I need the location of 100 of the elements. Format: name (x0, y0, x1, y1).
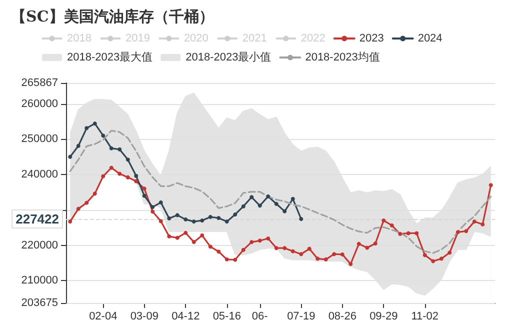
point (68, 220, 72, 224)
point (101, 134, 106, 138)
point (200, 233, 204, 238)
point (356, 242, 361, 246)
point (464, 229, 468, 234)
point (101, 174, 106, 178)
point (299, 252, 304, 256)
point (406, 231, 410, 236)
legend-label: 2023 (359, 32, 384, 44)
point (118, 147, 122, 152)
point (192, 240, 196, 244)
legend-label: 2018-2023均值 (305, 52, 380, 64)
point (241, 204, 246, 208)
point (390, 223, 394, 228)
point (208, 214, 212, 219)
x-tick-label: 05-16 (212, 310, 241, 322)
x-tick-label: 08-26 (328, 310, 356, 322)
point (158, 219, 163, 224)
point (92, 122, 97, 126)
point (258, 238, 262, 243)
point (84, 200, 89, 205)
x-tick-label: 06- (252, 310, 268, 322)
point (266, 194, 270, 198)
y-tick-label: 203675 (21, 297, 58, 309)
point (184, 230, 188, 235)
x-tick-label: 04-12 (172, 310, 200, 322)
line-series (69, 130, 492, 254)
point (348, 262, 353, 266)
point (92, 192, 97, 196)
point (208, 244, 212, 249)
point (134, 174, 138, 178)
point (200, 218, 204, 222)
point (250, 240, 254, 244)
line-series (68, 122, 304, 224)
legend-label: 2018-2023最大值 (67, 50, 153, 64)
point (414, 231, 419, 236)
point (184, 217, 188, 222)
x-tick-label: 07-19 (287, 310, 316, 322)
point (109, 166, 114, 170)
point (167, 234, 172, 238)
point (340, 252, 344, 256)
point (439, 256, 444, 261)
point (241, 248, 246, 252)
x-tick-label: 02-04 (89, 310, 118, 322)
point (76, 206, 80, 211)
point (488, 183, 493, 188)
point (299, 217, 304, 221)
point (382, 218, 386, 222)
point (365, 246, 370, 250)
point (250, 195, 254, 200)
point (175, 213, 180, 218)
point (224, 220, 229, 224)
point (142, 194, 146, 198)
point (158, 200, 163, 204)
point (316, 256, 320, 261)
point (118, 172, 122, 176)
point (332, 252, 336, 256)
point (274, 246, 278, 250)
chart-title: 【SC】美国汽油库存（千桶） (11, 8, 214, 26)
y-tick-label: 260000 (21, 98, 58, 110)
x-tick-label: 03-09 (130, 310, 158, 322)
point (290, 249, 295, 254)
point (282, 246, 287, 250)
point (480, 222, 485, 226)
y-tick-label: 220000 (21, 239, 58, 252)
point (233, 212, 238, 216)
point (398, 232, 402, 236)
point (448, 250, 452, 255)
point (150, 210, 155, 214)
point (76, 144, 80, 148)
point (282, 209, 287, 214)
point (134, 179, 138, 184)
point (290, 196, 295, 201)
point (233, 258, 238, 262)
point (224, 257, 229, 262)
point (84, 126, 89, 130)
point (422, 253, 427, 258)
point (150, 205, 155, 210)
line-series (68, 166, 493, 266)
point (167, 216, 172, 220)
y-tick-label: 210000 (21, 274, 58, 287)
point (431, 259, 436, 264)
point (126, 158, 130, 162)
point (216, 216, 221, 220)
point (274, 202, 278, 206)
y-tick-label: 240000 (21, 168, 58, 181)
point (373, 241, 378, 246)
point (216, 250, 221, 254)
x-tick-label: 09-29 (370, 310, 398, 322)
y-tick-label: 265867 (21, 77, 58, 89)
x-tick-label: 11-02 (411, 310, 439, 322)
point (307, 246, 312, 251)
y-tick-label: 250000 (21, 133, 58, 146)
point (126, 175, 130, 180)
point (472, 220, 476, 224)
point (68, 154, 72, 159)
legend-label: 2024 (418, 32, 442, 44)
point (142, 186, 146, 191)
point (109, 146, 114, 150)
point (192, 220, 196, 224)
